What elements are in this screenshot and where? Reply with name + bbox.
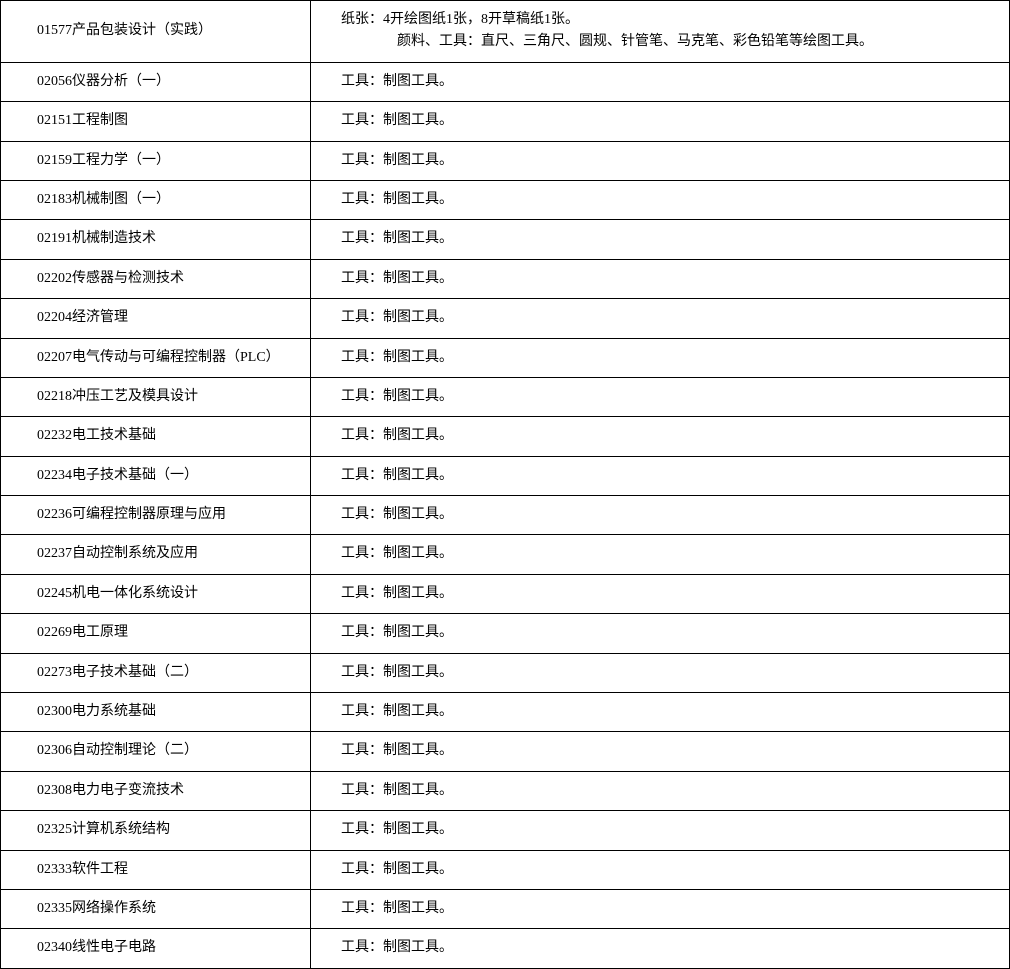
requirement-cell: 工具：制图工具。 — [311, 259, 1010, 298]
requirement-cell: 工具：制图工具。 — [311, 338, 1010, 377]
course-cell: 02159工程力学（一） — [1, 141, 311, 180]
course-requirements-table: 01577产品包装设计（实践）纸张：4开绘图纸1张，8开草稿纸1张。颜料、工具：… — [0, 0, 1010, 969]
table-row: 02245机电一体化系统设计工具：制图工具。 — [1, 574, 1010, 613]
requirement-cell: 工具：制图工具。 — [311, 771, 1010, 810]
table-row: 02237自动控制系统及应用工具：制图工具。 — [1, 535, 1010, 574]
course-cell: 02306自动控制理论（二） — [1, 732, 311, 771]
course-cell: 01577产品包装设计（实践） — [1, 1, 311, 63]
course-cell: 02273电子技术基础（二） — [1, 653, 311, 692]
table-row: 02218冲压工艺及模具设计工具：制图工具。 — [1, 377, 1010, 416]
course-cell: 02300电力系统基础 — [1, 693, 311, 732]
requirement-cell: 工具：制图工具。 — [311, 299, 1010, 338]
requirement-cell: 工具：制图工具。 — [311, 614, 1010, 653]
table-row: 02340线性电子电路工具：制图工具。 — [1, 929, 1010, 968]
table-row: 02325计算机系统结构工具：制图工具。 — [1, 811, 1010, 850]
table-row: 02232电工技术基础工具：制图工具。 — [1, 417, 1010, 456]
table-row: 02236可编程控制器原理与应用工具：制图工具。 — [1, 496, 1010, 535]
table-row: 02306自动控制理论（二）工具：制图工具。 — [1, 732, 1010, 771]
requirement-cell: 工具：制图工具。 — [311, 141, 1010, 180]
table-row: 02333软件工程工具：制图工具。 — [1, 850, 1010, 889]
requirement-cell: 工具：制图工具。 — [311, 102, 1010, 141]
course-cell: 02236可编程控制器原理与应用 — [1, 496, 311, 535]
table-row: 02273电子技术基础（二）工具：制图工具。 — [1, 653, 1010, 692]
table-row: 02234电子技术基础（一）工具：制图工具。 — [1, 456, 1010, 495]
requirement-cell: 工具：制图工具。 — [311, 377, 1010, 416]
table-row: 02191机械制造技术工具：制图工具。 — [1, 220, 1010, 259]
table-row: 02308电力电子变流技术工具：制图工具。 — [1, 771, 1010, 810]
course-cell: 02151工程制图 — [1, 102, 311, 141]
course-cell: 02308电力电子变流技术 — [1, 771, 311, 810]
course-cell: 02204经济管理 — [1, 299, 311, 338]
table-row: 02056仪器分析（一）工具：制图工具。 — [1, 62, 1010, 101]
requirement-cell: 工具：制图工具。 — [311, 732, 1010, 771]
requirement-cell: 工具：制图工具。 — [311, 535, 1010, 574]
table-body: 01577产品包装设计（实践）纸张：4开绘图纸1张，8开草稿纸1张。颜料、工具：… — [1, 1, 1010, 969]
course-cell: 02202传感器与检测技术 — [1, 259, 311, 298]
course-cell: 02218冲压工艺及模具设计 — [1, 377, 311, 416]
requirement-cell: 工具：制图工具。 — [311, 220, 1010, 259]
requirement-cell: 工具：制图工具。 — [311, 574, 1010, 613]
course-cell: 02325计算机系统结构 — [1, 811, 311, 850]
course-cell: 02269电工原理 — [1, 614, 311, 653]
course-cell: 02191机械制造技术 — [1, 220, 311, 259]
table-row: 02204经济管理工具：制图工具。 — [1, 299, 1010, 338]
course-cell: 02340线性电子电路 — [1, 929, 311, 968]
table-row: 02269电工原理工具：制图工具。 — [1, 614, 1010, 653]
requirement-cell: 工具：制图工具。 — [311, 811, 1010, 850]
requirement-cell: 工具：制图工具。 — [311, 417, 1010, 456]
requirement-cell: 工具：制图工具。 — [311, 889, 1010, 928]
requirement-cell: 工具：制图工具。 — [311, 929, 1010, 968]
course-cell: 02232电工技术基础 — [1, 417, 311, 456]
course-cell: 02333软件工程 — [1, 850, 311, 889]
requirement-cell: 工具：制图工具。 — [311, 496, 1010, 535]
table-row: 01577产品包装设计（实践）纸张：4开绘图纸1张，8开草稿纸1张。颜料、工具：… — [1, 1, 1010, 63]
table-row: 02202传感器与检测技术工具：制图工具。 — [1, 259, 1010, 298]
requirement-cell: 工具：制图工具。 — [311, 850, 1010, 889]
requirement-line: 纸张：4开绘图纸1张，8开草稿纸1张。 — [341, 12, 579, 27]
course-cell: 02183机械制图（一） — [1, 180, 311, 219]
table-row: 02183机械制图（一）工具：制图工具。 — [1, 180, 1010, 219]
course-cell: 02234电子技术基础（一） — [1, 456, 311, 495]
course-cell: 02207电气传动与可编程控制器（PLC） — [1, 338, 311, 377]
table-row: 02151工程制图工具：制图工具。 — [1, 102, 1010, 141]
course-cell: 02335网络操作系统 — [1, 889, 311, 928]
table-row: 02207电气传动与可编程控制器（PLC）工具：制图工具。 — [1, 338, 1010, 377]
requirement-cell: 工具：制图工具。 — [311, 693, 1010, 732]
table-row: 02300电力系统基础工具：制图工具。 — [1, 693, 1010, 732]
table-row: 02335网络操作系统工具：制图工具。 — [1, 889, 1010, 928]
requirement-line: 颜料、工具：直尺、三角尺、圆规、针管笔、马克笔、彩色铅笔等绘图工具。 — [341, 31, 997, 53]
requirement-cell: 纸张：4开绘图纸1张，8开草稿纸1张。颜料、工具：直尺、三角尺、圆规、针管笔、马… — [311, 1, 1010, 63]
requirement-cell: 工具：制图工具。 — [311, 180, 1010, 219]
table-row: 02159工程力学（一）工具：制图工具。 — [1, 141, 1010, 180]
course-cell: 02056仪器分析（一） — [1, 62, 311, 101]
course-cell: 02237自动控制系统及应用 — [1, 535, 311, 574]
course-cell: 02245机电一体化系统设计 — [1, 574, 311, 613]
requirement-cell: 工具：制图工具。 — [311, 62, 1010, 101]
requirement-cell: 工具：制图工具。 — [311, 653, 1010, 692]
requirement-cell: 工具：制图工具。 — [311, 456, 1010, 495]
